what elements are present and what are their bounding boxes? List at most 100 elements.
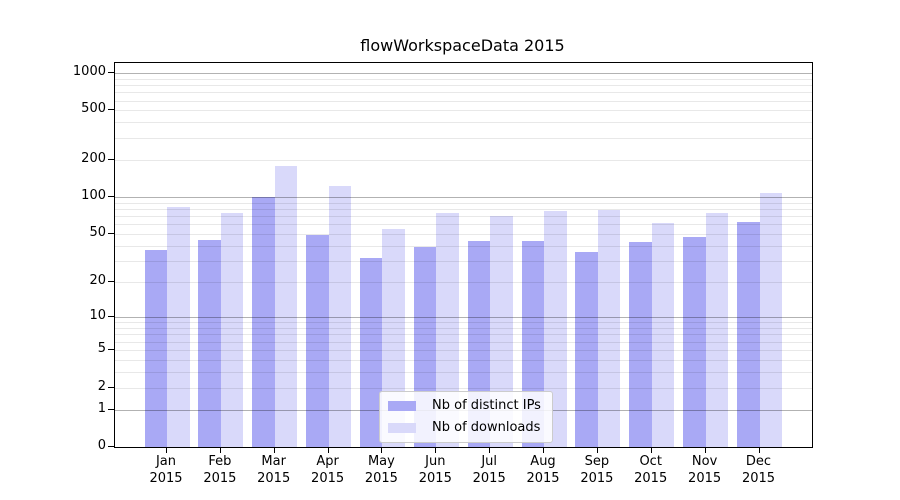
y-tick-mark	[108, 71, 114, 73]
x-tick-month: Apr	[316, 454, 339, 469]
bar-nb-of-distinct-ips-apr	[306, 235, 329, 447]
bar-nb-of-distinct-ips-nov	[683, 237, 706, 447]
x-tick-year: 2015	[149, 471, 183, 486]
x-tick-mark	[219, 447, 221, 453]
bar-nb-of-distinct-ips-dec	[737, 221, 760, 447]
x-tick-year: 2015	[418, 471, 452, 486]
minor-gridline	[115, 245, 812, 247]
y-tick-label: 100	[81, 188, 106, 204]
y-tick-label: 500	[81, 101, 106, 117]
legend: Nb of distinct IPs Nb of downloads	[379, 391, 553, 443]
bar-nb-of-downloads-feb	[220, 213, 244, 447]
x-tick-mark	[650, 447, 652, 453]
x-tick-label-apr: Apr 2015	[296, 453, 360, 487]
major-gridline	[115, 317, 812, 319]
x-tick-label-jun: Jun 2015	[403, 453, 467, 487]
minor-gridline	[115, 159, 812, 161]
x-tick-year: 2015	[688, 471, 722, 486]
x-tick-month: Jul	[481, 454, 498, 469]
x-tick-label-mar: Mar 2015	[242, 453, 306, 487]
minor-gridline	[115, 359, 812, 361]
y-tick-mark	[108, 446, 114, 447]
x-tick-month: Feb	[208, 454, 232, 469]
bar-nb-of-distinct-ips-sep	[575, 251, 598, 447]
bar-nb-of-downloads-mar	[274, 165, 298, 447]
y-tick-mark	[108, 158, 114, 160]
x-tick-year: 2015	[311, 471, 345, 486]
x-tick-year: 2015	[526, 471, 560, 486]
minor-gridline	[115, 282, 812, 284]
bar-nb-of-distinct-ips-may	[359, 257, 383, 447]
y-tick-label: 1	[97, 400, 106, 416]
minor-gridline	[115, 224, 812, 226]
x-tick-year: 2015	[634, 471, 668, 486]
minor-gridline	[115, 387, 812, 389]
bar-nb-of-downloads-nov	[705, 212, 729, 447]
x-tick-mark	[435, 447, 437, 453]
bar-nb-of-distinct-ips-oct	[629, 242, 652, 447]
y-tick-mark	[108, 386, 114, 388]
x-tick-month: Dec	[745, 454, 772, 469]
minor-gridline	[115, 202, 812, 204]
y-tick-label: 50	[89, 225, 106, 241]
y-tick-label: 1000	[72, 63, 106, 79]
x-tick-mark	[704, 447, 706, 453]
y-tick-mark	[108, 109, 114, 111]
bar-nb-of-downloads-apr	[328, 185, 352, 447]
legend-item-distinct-ips: Nb of distinct IPs	[388, 398, 544, 413]
x-tick-month: Oct	[639, 454, 662, 469]
x-tick-mark	[381, 447, 383, 453]
x-tick-label-sep: Sep 2015	[565, 453, 629, 487]
bar-nb-of-downloads-sep	[597, 210, 621, 447]
minor-gridline	[115, 334, 812, 336]
x-tick-mark	[489, 447, 491, 453]
y-tick-mark	[108, 196, 114, 198]
minor-gridline	[115, 92, 812, 94]
legend-label-distinct-ips: Nb of distinct IPs	[432, 398, 541, 413]
x-tick-month: Nov	[691, 454, 718, 469]
y-tick-mark	[108, 408, 114, 410]
y-tick-label: 5	[97, 341, 106, 356]
bar-nb-of-downloads-jul	[490, 216, 513, 447]
x-tick-month: Aug	[530, 454, 556, 469]
bar-nb-of-downloads-dec	[759, 193, 782, 447]
x-tick-label-jan: Jan 2015	[134, 453, 198, 487]
bar-nb-of-downloads-jun	[436, 213, 459, 447]
x-tick-mark	[758, 447, 760, 453]
y-tick-label: 200	[81, 150, 106, 166]
x-tick-label-may: May 2015	[349, 453, 413, 487]
x-tick-label-feb: Feb 2015	[188, 453, 252, 487]
bar-nb-of-distinct-ips-jan	[144, 250, 167, 447]
legend-label-downloads: Nb of downloads	[432, 420, 541, 435]
x-tick-label-oct: Oct 2015	[619, 453, 683, 487]
bar-nb-of-downloads-jan	[167, 207, 190, 447]
minor-gridline	[115, 234, 812, 236]
plot-area: Nb of distinct IPs Nb of downloads	[114, 62, 813, 448]
y-tick-mark	[108, 281, 114, 283]
x-tick-month: May	[367, 454, 395, 469]
minor-gridline	[115, 328, 812, 329]
x-tick-month: Jun	[425, 454, 446, 469]
y-tick-label: 2	[97, 378, 106, 394]
y-tick-mark	[108, 316, 114, 318]
x-tick-month: Jan	[155, 454, 177, 469]
x-tick-mark	[596, 447, 598, 453]
y-tick-label: 0	[97, 438, 106, 453]
minor-gridline	[115, 84, 812, 86]
minor-gridline	[115, 110, 812, 112]
y-tick-mark	[108, 233, 114, 235]
minor-gridline	[115, 100, 812, 102]
y-tick-mark	[108, 349, 114, 350]
minor-gridline	[115, 216, 812, 218]
x-tick-mark	[327, 447, 329, 453]
x-tick-label-nov: Nov 2015	[673, 453, 737, 487]
x-tick-mark	[273, 447, 275, 453]
minor-gridline	[115, 209, 812, 210]
minor-gridline	[115, 78, 812, 80]
minor-gridline	[115, 341, 812, 343]
x-tick-mark	[166, 447, 167, 453]
legend-item-downloads: Nb of downloads	[388, 420, 544, 435]
x-tick-label-dec: Dec 2015	[727, 453, 791, 487]
minor-gridline	[115, 122, 812, 124]
